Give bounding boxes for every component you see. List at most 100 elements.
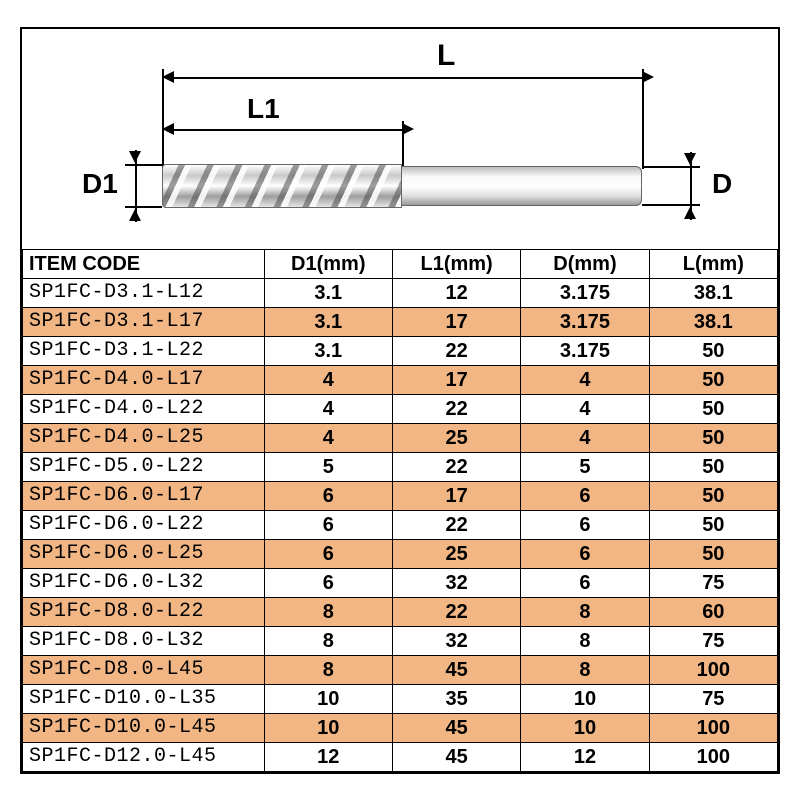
cell-value: 25 — [392, 423, 520, 452]
cell-value: 38.1 — [649, 278, 777, 307]
cell-value: 45 — [392, 742, 520, 771]
table-row: SP1FC-D8.0-L32832875 — [23, 626, 778, 655]
table-row: SP1FC-D6.0-L22622650 — [23, 510, 778, 539]
cell-value: 50 — [649, 336, 777, 365]
cell-value: 4 — [264, 365, 392, 394]
cell-value: 5 — [264, 452, 392, 481]
label-L: L — [437, 39, 455, 73]
ext-L-left — [162, 69, 164, 169]
cell-value: 6 — [521, 481, 649, 510]
table-header-row: ITEM CODE D1(mm) L1(mm) D(mm) L(mm) — [23, 249, 778, 278]
ext-D1-bot — [125, 206, 162, 208]
cell-value: 8 — [521, 597, 649, 626]
cell-value: 6 — [264, 539, 392, 568]
table-row: SP1FC-D6.0-L17617650 — [23, 481, 778, 510]
cell-code: SP1FC-D10.0-L45 — [23, 713, 265, 742]
cell-code: SP1FC-D4.0-L25 — [23, 423, 265, 452]
cell-value: 4 — [521, 423, 649, 452]
cell-value: 60 — [649, 597, 777, 626]
cell-code: SP1FC-D4.0-L17 — [23, 365, 265, 394]
ext-D1-top — [125, 164, 162, 166]
cell-value: 8 — [264, 655, 392, 684]
cell-value: 5 — [521, 452, 649, 481]
cell-value: 17 — [392, 481, 520, 510]
cell-code: SP1FC-D12.0-L45 — [23, 742, 265, 771]
cell-value: 6 — [521, 568, 649, 597]
cell-value: 10 — [264, 713, 392, 742]
table-row: SP1FC-D4.0-L17417450 — [23, 365, 778, 394]
cell-value: 50 — [649, 365, 777, 394]
cell-value: 8 — [264, 626, 392, 655]
cell-code: SP1FC-D3.1-L22 — [23, 336, 265, 365]
tool-shank — [402, 166, 642, 206]
arrow-D1-bot — [129, 209, 141, 221]
cell-value: 6 — [521, 510, 649, 539]
cell-value: 10 — [521, 713, 649, 742]
cell-code: SP1FC-D10.0-L35 — [23, 684, 265, 713]
table-row: SP1FC-D4.0-L22422450 — [23, 394, 778, 423]
table-row: SP1FC-D3.1-L123.1123.17538.1 — [23, 278, 778, 307]
cell-value: 50 — [649, 510, 777, 539]
cell-value: 100 — [649, 713, 777, 742]
table-row: SP1FC-D3.1-L223.1223.17550 — [23, 336, 778, 365]
table-body: SP1FC-D3.1-L123.1123.17538.1SP1FC-D3.1-L… — [23, 278, 778, 771]
table-row: SP1FC-D5.0-L22522550 — [23, 452, 778, 481]
cell-value: 32 — [392, 626, 520, 655]
cell-value: 8 — [521, 626, 649, 655]
cell-value: 12 — [264, 742, 392, 771]
cell-value: 6 — [521, 539, 649, 568]
cell-value: 22 — [392, 510, 520, 539]
cell-value: 50 — [649, 539, 777, 568]
table-row: SP1FC-D4.0-L25425450 — [23, 423, 778, 452]
cell-value: 45 — [392, 713, 520, 742]
cell-value: 75 — [649, 568, 777, 597]
dimension-diagram: L L1 D1 D — [22, 29, 778, 249]
cell-value: 3.175 — [521, 307, 649, 336]
label-D1: D1 — [82, 168, 118, 200]
cell-value: 12 — [521, 742, 649, 771]
cell-value: 38.1 — [649, 307, 777, 336]
cell-value: 4 — [264, 394, 392, 423]
cell-value: 3.1 — [264, 307, 392, 336]
cell-code: SP1FC-D8.0-L22 — [23, 597, 265, 626]
cell-value: 3.1 — [264, 278, 392, 307]
cell-value: 22 — [392, 452, 520, 481]
cell-value: 3.175 — [521, 278, 649, 307]
cell-value: 50 — [649, 481, 777, 510]
cell-value: 22 — [392, 336, 520, 365]
table-row: SP1FC-D6.0-L32632675 — [23, 568, 778, 597]
cell-value: 45 — [392, 655, 520, 684]
cell-value: 50 — [649, 452, 777, 481]
tool-flute — [162, 164, 402, 208]
cell-value: 6 — [264, 568, 392, 597]
arrow-D1-top — [129, 151, 141, 163]
arrow-D-bot — [684, 207, 696, 219]
cell-code: SP1FC-D4.0-L22 — [23, 394, 265, 423]
cell-value: 25 — [392, 539, 520, 568]
spec-sheet: L L1 D1 D — [20, 27, 780, 774]
col-header-d: D(mm) — [521, 249, 649, 278]
cell-code: SP1FC-D3.1-L12 — [23, 278, 265, 307]
cell-value: 10 — [264, 684, 392, 713]
table-row: SP1FC-D10.0-L3510351075 — [23, 684, 778, 713]
table-row: SP1FC-D8.0-L458458100 — [23, 655, 778, 684]
label-L1: L1 — [247, 93, 280, 125]
cell-value: 6 — [264, 510, 392, 539]
ext-L-right — [642, 69, 644, 169]
cell-code: SP1FC-D6.0-L22 — [23, 510, 265, 539]
cell-code: SP1FC-D6.0-L25 — [23, 539, 265, 568]
cell-value: 4 — [264, 423, 392, 452]
cell-value: 8 — [264, 597, 392, 626]
cell-value: 35 — [392, 684, 520, 713]
cell-value: 75 — [649, 626, 777, 655]
cell-value: 100 — [649, 655, 777, 684]
col-header-l: L(mm) — [649, 249, 777, 278]
cell-value: 10 — [521, 684, 649, 713]
dim-line-L — [174, 77, 642, 79]
cell-value: 22 — [392, 597, 520, 626]
table-row: SP1FC-D3.1-L173.1173.17538.1 — [23, 307, 778, 336]
ext-L1-right — [402, 121, 404, 169]
cell-value: 75 — [649, 684, 777, 713]
dim-line-L1 — [174, 129, 402, 131]
col-header-code: ITEM CODE — [23, 249, 265, 278]
